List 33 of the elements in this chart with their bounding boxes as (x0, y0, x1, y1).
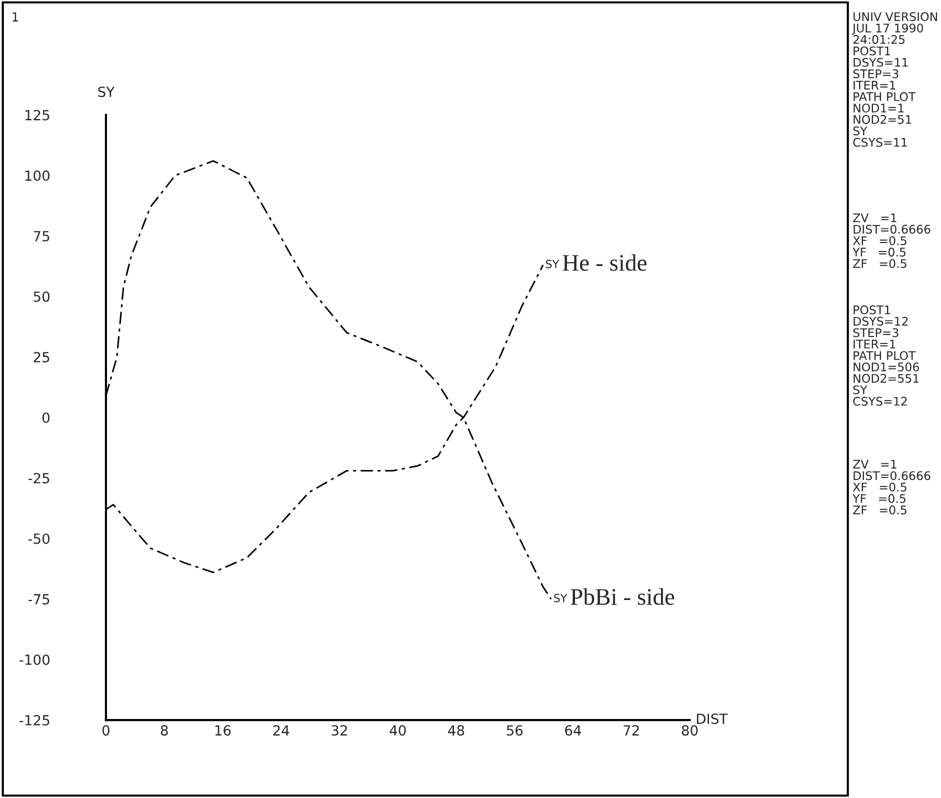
x-tick-label: 56 (506, 725, 523, 736)
x-tick-label: 32 (332, 725, 347, 736)
y-tick-label: -100 (20, 654, 50, 665)
y-tick-label: -75 (28, 594, 50, 604)
x-tick-label: 72 (624, 725, 639, 736)
y-tick-label: -125 (20, 715, 50, 726)
x-tick-label: 24 (273, 725, 290, 736)
series-label: PbBi - side (570, 588, 674, 605)
x-tick-label: 48 (448, 725, 464, 736)
x-tick-label: 64 (565, 725, 582, 736)
y-tick-label: 25 (34, 352, 50, 362)
y-tick-label: -25 (28, 472, 50, 484)
y-axis-title: SY (98, 86, 115, 98)
text: UNIV VERSION JUL 17 1990 24:01:25 POST1 DSYS=11 STEP=3 ITER=1 PATH PLOT NOD1=1 NOD2=51 SY CSYS=11 (852, 12, 938, 147)
text: POST1 DSYS=12 STEP=3 ITER=1 PATH PLOT NOD1=506 NOD2=551 SY CSYS=12 (853, 305, 919, 406)
x-tick-label: 8 (160, 725, 168, 736)
y-tick-label: 75 (34, 231, 50, 242)
text: 1 (12, 12, 18, 22)
text: ZV =1 DIST=0.6666 XF =0.5 YF =0.5 ZF =0.5 (852, 214, 930, 268)
y-tick-label: -50 (28, 533, 50, 544)
x-tick-label: 0 (102, 725, 110, 736)
y-tick-label: 125 (25, 110, 50, 120)
y-tick-label: 0 (42, 412, 50, 423)
series-label: He - side (562, 254, 646, 271)
x-tick-label: 80 (682, 725, 698, 736)
annotation: SY (554, 594, 568, 602)
x-axis-title: DIST (696, 714, 728, 724)
annotation: SY (546, 260, 560, 268)
y-tick-label: 100 (25, 170, 50, 181)
text: ZV =1 DIST=0.6666 XF =0.5 YF =0.5 ZF =0.5 (852, 460, 930, 514)
y-tick-label: 50 (34, 291, 50, 302)
x-tick-label: 16 (215, 725, 231, 736)
x-tick-label: 40 (390, 725, 406, 736)
